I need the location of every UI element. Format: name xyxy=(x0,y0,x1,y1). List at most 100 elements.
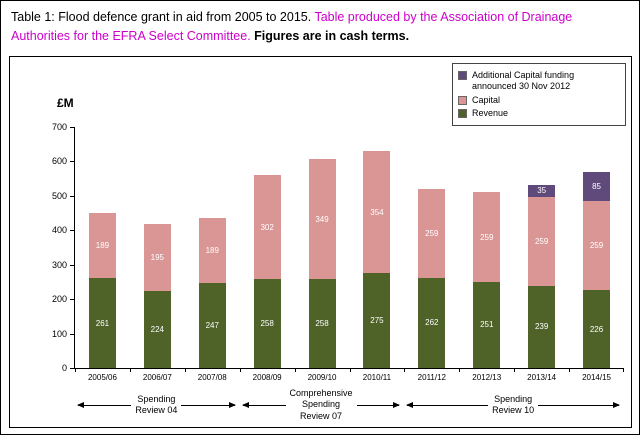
y-axis-tick xyxy=(70,299,75,301)
bar-value-label: 239 xyxy=(534,322,549,332)
bar-segment: 226 xyxy=(583,290,611,368)
right-arrow xyxy=(538,401,620,408)
chart-frame: £M Additional Capital funding announced … xyxy=(9,56,632,428)
bar-segment: 258 xyxy=(253,279,281,368)
bar-segment: 85 xyxy=(583,171,611,202)
bar-value-label: 302 xyxy=(260,222,274,232)
bar-value-label: 259 xyxy=(480,232,494,242)
bar-value-label: 189 xyxy=(95,241,110,251)
bar-value-label: 261 xyxy=(95,318,110,328)
y-axis-tick xyxy=(70,195,75,197)
annotation-label: Spending Review 04 xyxy=(135,393,178,415)
bar-value-label: 258 xyxy=(315,319,329,329)
y-axis-tick-label: 300 xyxy=(51,259,67,270)
y-axis-tick-label: 700 xyxy=(51,122,67,132)
annotation-group: Spending Review 10 xyxy=(406,387,620,423)
legend-label-capital: Capital xyxy=(472,94,501,105)
bar-value-label: 224 xyxy=(150,324,165,334)
bar-segment: 275 xyxy=(363,273,391,368)
x-axis-tick xyxy=(514,368,516,372)
x-axis-label: 2005/06 xyxy=(87,373,117,382)
left-arrow xyxy=(76,401,132,408)
title-note: Figures are in cash terms. xyxy=(254,29,410,44)
bar-segment: 259 xyxy=(528,196,556,286)
bar-value-label: 349 xyxy=(315,214,329,224)
bar-value-label: 195 xyxy=(150,252,165,262)
bar-value-label: 35 xyxy=(537,186,547,196)
x-axis-label: 2008/09 xyxy=(252,373,282,382)
title-attribution: Table produced by the Association of Dra… xyxy=(11,10,573,44)
bar-segment: 251 xyxy=(473,281,501,368)
x-axis-label: 2012/13 xyxy=(472,373,502,382)
bar-segment: 302 xyxy=(253,175,281,280)
left-arrow xyxy=(406,401,489,408)
bar-value-label: 259 xyxy=(425,228,439,238)
bar-segment: 354 xyxy=(363,151,391,274)
bar-segment: 261 xyxy=(88,278,116,368)
annotation-label: Spending Review 10 xyxy=(492,393,535,415)
x-axis-tick xyxy=(349,368,351,372)
bar-segment: 262 xyxy=(418,277,446,368)
legend-swatch-capital xyxy=(458,95,467,105)
bar-value-label: 226 xyxy=(589,324,604,334)
y-axis-title: £M xyxy=(57,96,74,110)
bar-segment: 258 xyxy=(308,279,336,368)
bar-value-label: 354 xyxy=(370,207,384,217)
bar-segment: 247 xyxy=(198,282,226,368)
x-axis-tick xyxy=(129,368,131,372)
x-axis-label: 2013/14 xyxy=(527,373,557,382)
y-axis-tick xyxy=(70,161,75,163)
x-axis-tick xyxy=(459,368,461,372)
left-arrow xyxy=(241,401,286,408)
bar-value-label: 251 xyxy=(480,320,494,330)
y-axis-tick-label: 600 xyxy=(51,156,67,167)
bar-value-label: 259 xyxy=(589,241,604,251)
x-axis-label: 2009/10 xyxy=(307,373,337,382)
bar-segment: 259 xyxy=(473,192,501,282)
bar-segment: 259 xyxy=(418,188,446,278)
x-axis-label: 2011/12 xyxy=(417,373,446,382)
bar-segment: 189 xyxy=(88,213,116,279)
right-arrow xyxy=(356,401,401,408)
bar-value-label: 247 xyxy=(205,320,219,330)
x-axis-tick xyxy=(184,368,186,372)
bar-segment: 224 xyxy=(143,290,171,368)
y-axis-tick-label: 400 xyxy=(51,225,67,236)
bar-value-label: 189 xyxy=(205,245,219,255)
x-axis-tick xyxy=(623,368,624,372)
bar-value-label: 275 xyxy=(370,316,384,326)
x-axis-label: 2014/15 xyxy=(582,373,611,382)
bar-value-label: 262 xyxy=(425,318,439,328)
annotation-group: Spending Review 04 xyxy=(76,387,237,423)
x-axis-tick xyxy=(75,368,76,372)
x-axis-tick xyxy=(239,368,241,372)
legend-swatch-additional-capital xyxy=(458,71,467,80)
bar-segment: 35 xyxy=(528,184,556,197)
annotation-row: Spending Review 04 Comprehensive Spending Re… xyxy=(74,387,624,423)
y-axis-tick-label: 100 xyxy=(51,328,67,339)
bar-segment: 349 xyxy=(308,159,336,280)
legend-label-revenue: Revenue xyxy=(472,107,509,118)
plot-area: 0 100 200 300 400 500 600 700 261 189 2005/06 224 19… xyxy=(52,122,624,382)
legend: Additional Capital funding announced 30 … xyxy=(452,63,626,126)
y-axis-tick-label: 200 xyxy=(51,294,67,305)
figure-title: Table 1: Flood defence grant in aid from… xyxy=(11,8,627,47)
y-axis-tick xyxy=(70,264,75,266)
bar-segment: 239 xyxy=(528,285,556,368)
x-axis-tick xyxy=(294,368,296,372)
y-axis-tick xyxy=(70,230,75,232)
x-axis-label: 2006/07 xyxy=(142,373,172,382)
bar-segment: 189 xyxy=(198,217,226,283)
bar-segment: 259 xyxy=(583,201,611,291)
x-axis-tick xyxy=(404,368,406,372)
bar-value-label: 258 xyxy=(260,319,274,329)
y-axis-tick xyxy=(70,333,75,335)
annotation-label: Comprehensive Spending Review 07 xyxy=(289,388,353,421)
bar-value-label: 259 xyxy=(534,236,549,246)
y-axis-tick-label: 0 xyxy=(61,363,67,373)
bar-segment: 195 xyxy=(143,223,171,291)
right-arrow xyxy=(181,401,237,408)
legend-label-additional-capital: Additional Capital funding announced 30 … xyxy=(472,70,575,92)
legend-item-additional-capital: Additional Capital funding announced 30 … xyxy=(458,70,620,93)
